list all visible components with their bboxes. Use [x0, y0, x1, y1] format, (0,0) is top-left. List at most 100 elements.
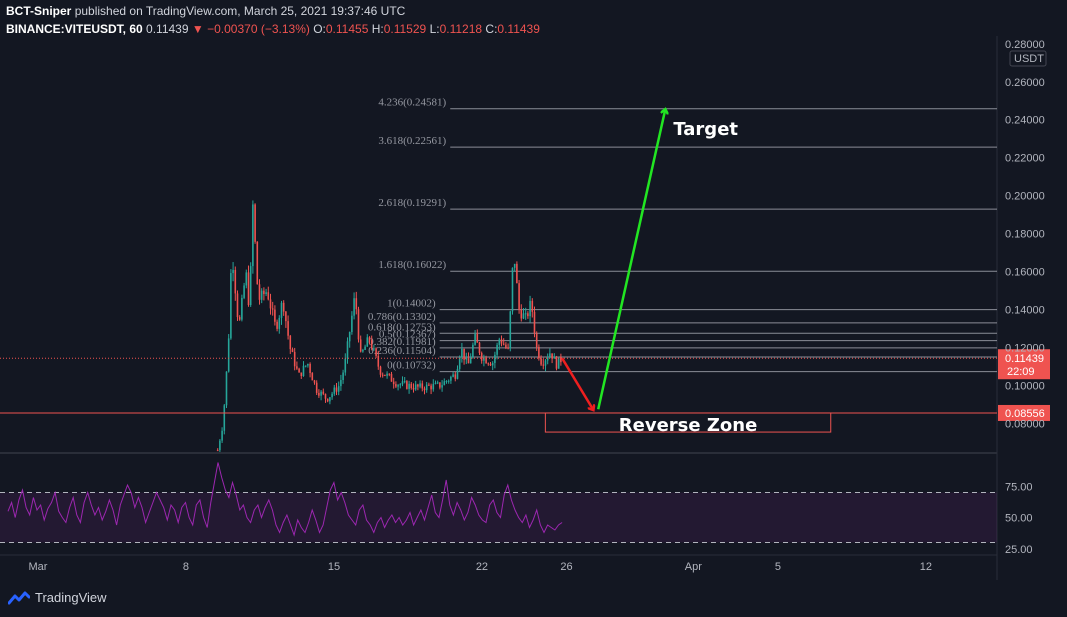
candle-body [557, 356, 560, 369]
candle-body [241, 297, 243, 320]
candle-body [401, 381, 404, 385]
up-arrow [596, 110, 665, 410]
candle-body [315, 382, 318, 393]
candle-body [395, 384, 397, 387]
x-tick-label: 22 [476, 561, 488, 573]
fib-label: 0(0.10732) [387, 360, 436, 372]
rsi-tick-label: 50.00 [1005, 513, 1033, 525]
candle-body [522, 313, 525, 319]
fib-label: 4.236(0.24581) [378, 97, 446, 109]
annotations: Reverse Zone Target [544, 110, 832, 436]
open-label: O: [313, 22, 326, 36]
fib-label: 1.618(0.16022) [378, 259, 446, 271]
candle-body [551, 353, 553, 359]
candle-body [285, 311, 287, 322]
candle-body [309, 363, 311, 373]
x-tick-label: 26 [560, 561, 572, 573]
candle-body [403, 381, 406, 383]
candle-body [505, 344, 507, 348]
candle-body [375, 348, 377, 356]
candle-body [434, 382, 437, 384]
author-name[interactable]: BCT-Sniper [6, 4, 72, 18]
y-tick-label: 0.26000 [1005, 77, 1045, 89]
candle-body [298, 368, 300, 373]
candle-body [293, 351, 296, 367]
candle-body [331, 393, 333, 398]
candle-body [335, 387, 338, 392]
candle-body [529, 300, 531, 317]
candle-body [454, 374, 457, 379]
down-triangle-icon: ▼ [191, 22, 204, 36]
candle-body [340, 380, 342, 387]
candle-body [456, 368, 459, 379]
candle-body [234, 269, 237, 294]
rsi-band [0, 492, 997, 543]
candle-body [533, 311, 536, 334]
candle-body [421, 383, 424, 389]
low-value: 0.11218 [439, 22, 483, 36]
candle-body [370, 340, 373, 349]
candle-body [399, 384, 402, 386]
last-price-badge [998, 349, 1050, 380]
candle-body [366, 337, 369, 347]
support-price-label: 0.08556 [1005, 408, 1045, 420]
candle-body [302, 365, 305, 377]
candle-body [225, 371, 228, 406]
last-price-badge-label: 0.11439 [1005, 353, 1044, 365]
tradingview-logo-icon [8, 591, 30, 604]
candle-body [544, 360, 547, 366]
candle-body [458, 357, 461, 369]
candle-body [390, 373, 393, 382]
candle-body [364, 346, 366, 350]
candle-body [419, 383, 421, 387]
candle-body [432, 383, 435, 390]
candle-body [439, 382, 441, 388]
unit-label: USDT [1014, 53, 1044, 65]
candle-body [282, 302, 285, 312]
candle-body [392, 381, 395, 385]
candle-body [329, 397, 331, 402]
tradingview-footer[interactable]: TradingView [8, 590, 107, 605]
candle-body [452, 374, 454, 377]
candle-body [425, 384, 428, 391]
fib-label: 3.618(0.22561) [378, 135, 446, 147]
candle-body [406, 381, 408, 389]
candle-body [546, 357, 549, 361]
published-text: published on TradingView.com, March 25, … [74, 4, 406, 18]
candle-body [227, 338, 230, 372]
x-tick-label: 12 [920, 561, 932, 573]
candle-body [553, 356, 556, 359]
fib-label: 0.5(0.12367) [379, 329, 436, 341]
candle-body [461, 348, 463, 358]
candle-body [423, 388, 426, 391]
candle-body [267, 292, 270, 300]
candle-body [498, 339, 501, 345]
candle-body [219, 440, 221, 451]
candle-body [291, 349, 294, 352]
candle-body [509, 311, 512, 349]
candle-body [549, 353, 551, 358]
candle-body [491, 362, 494, 366]
candle-body [322, 391, 325, 394]
candle-body [300, 372, 303, 377]
candle-body [531, 300, 534, 312]
symbol-label[interactable]: BINANCE:VITEUSDT, 60 [6, 22, 143, 36]
candle-body [430, 385, 432, 390]
y-tick-label: 0.10000 [1005, 381, 1045, 393]
candle-body [258, 284, 261, 300]
x-tick-label: 15 [328, 561, 340, 573]
target-label: Target [673, 119, 738, 140]
x-tick-label: Mar [29, 561, 48, 573]
unit-badge [1009, 50, 1047, 67]
publish-info: BCT-Sniper published on TradingView.com,… [6, 4, 405, 18]
candle-body [555, 356, 558, 369]
candle-body [287, 321, 289, 336]
candle-body [346, 341, 349, 359]
candle-body [447, 380, 450, 382]
candle-body [296, 366, 298, 369]
x-tick-label: Apr [685, 561, 702, 573]
brand-name: TradingView [35, 590, 107, 605]
reverse-zone-box [544, 412, 832, 433]
candle-body [342, 372, 344, 381]
